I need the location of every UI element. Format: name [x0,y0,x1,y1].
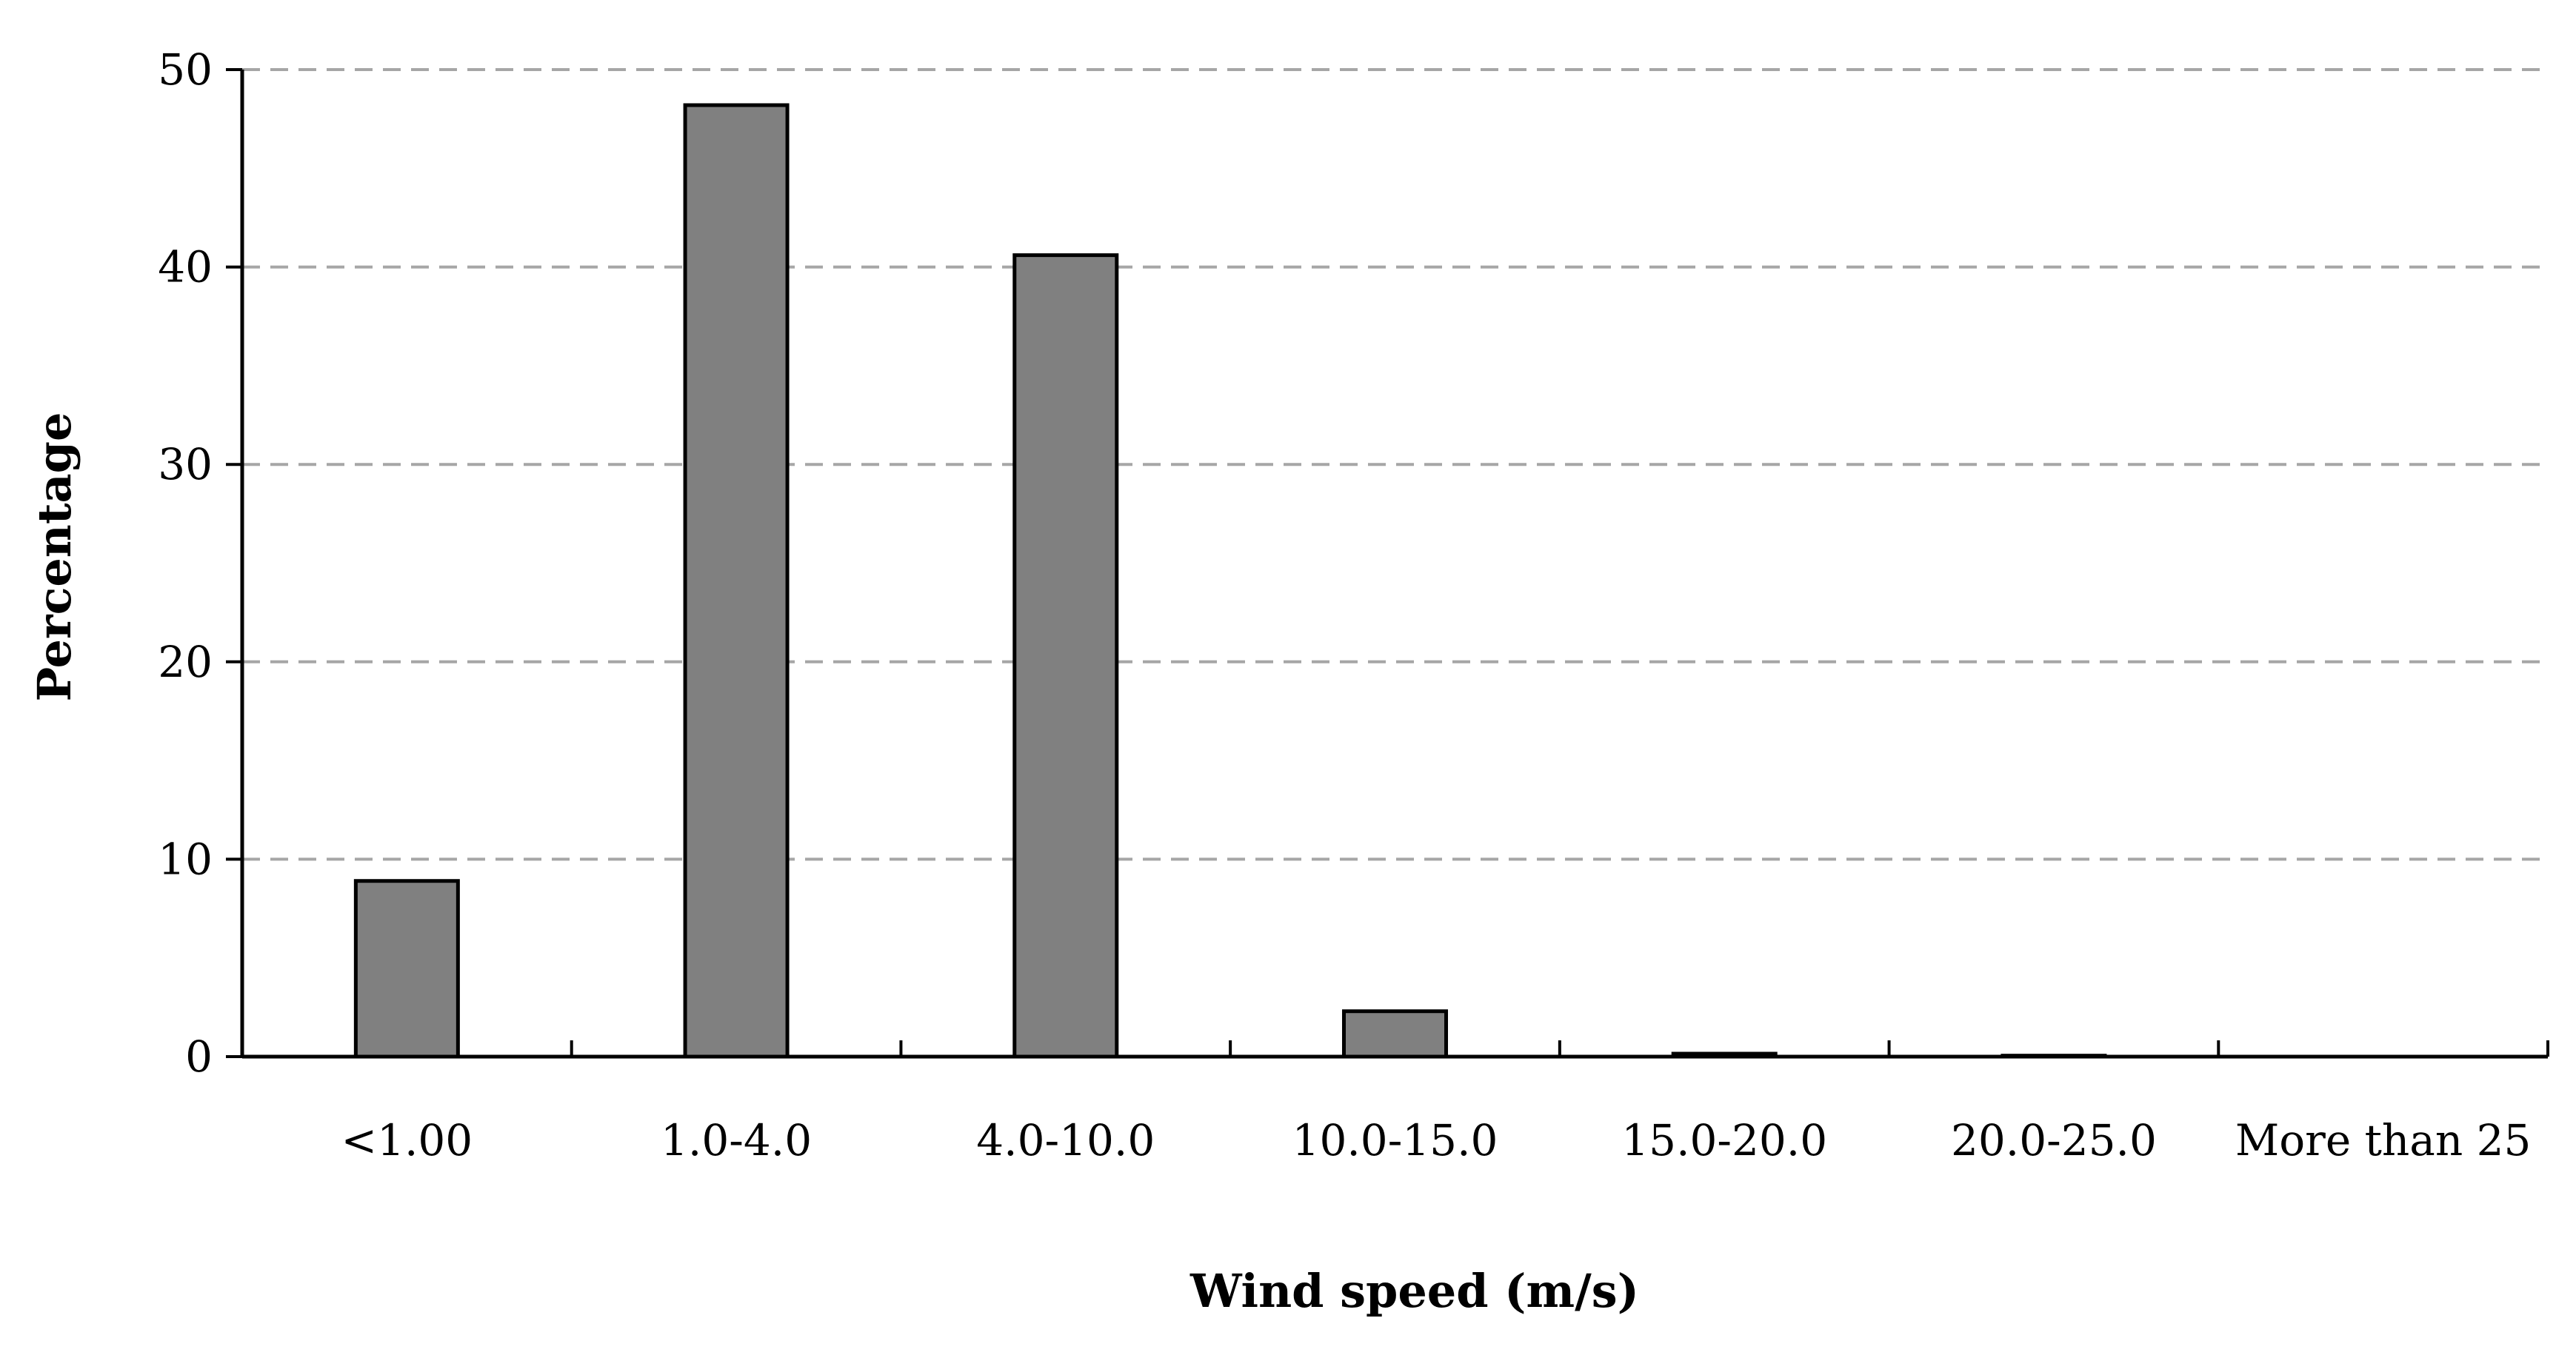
bar-layer [353,103,2107,1059]
bar [1012,253,1119,1059]
x-tick-label: 20.0-25.0 [1951,1115,2157,1165]
bar [683,103,790,1059]
y-axis-title: Percentage [27,412,81,702]
bar [353,879,460,1059]
x-tick-label: 4.0-10.0 [976,1115,1155,1165]
grid-layer [242,68,2548,861]
y-tick-label: 10 [158,834,213,884]
bar [1342,1009,1448,1059]
x-tick-label: <1.00 [341,1115,473,1165]
x-axis-title: Wind speed (m/s) [1189,1264,1639,1318]
x-tick-label: 10.0-15.0 [1292,1115,1498,1165]
y-tick-label: 50 [158,44,213,95]
label-layer: 0 10 20 30 40 50 <1.00 1.0-4.0 4.0-10.0 10.0-15.0… [158,44,2531,1165]
x-tick-label: More than 25 [2235,1115,2532,1165]
y-tick-label: 30 [158,439,213,489]
x-tick-label: 1.0-4.0 [661,1115,812,1165]
y-tick-label: 40 [158,242,213,292]
y-tick-label: 20 [158,637,213,687]
y-tick-label: 0 [185,1031,213,1082]
x-tick-label: 15.0-20.0 [1621,1115,1827,1165]
axis-layer [226,68,2549,1059]
